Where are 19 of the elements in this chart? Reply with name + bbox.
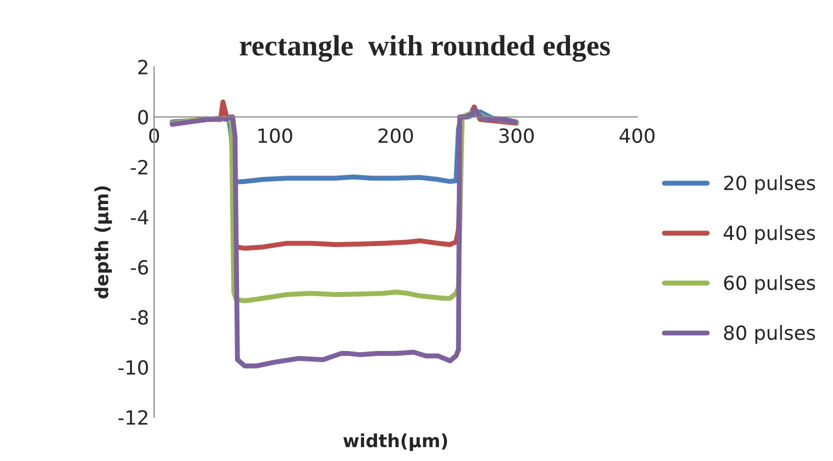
y-tick-label: -2 [130, 160, 148, 174]
legend-label: 80 pulses [724, 325, 816, 344]
x-axis-title: width(µm) [343, 433, 448, 451]
legend-label: 60 pulses [724, 275, 816, 294]
y-tick-label: -4 [130, 210, 148, 224]
y-tick-label: -12 [118, 410, 148, 425]
legend-label: 20 pulses [724, 175, 816, 194]
y-tick-label: -6 [130, 260, 148, 275]
x-tick-label: 300 [499, 128, 534, 144]
y-tick-label: 0 [138, 110, 148, 125]
x-tick-label: 400 [620, 128, 655, 144]
y-tick-label: 2 [138, 60, 148, 74]
y-tick-label: -8 [130, 310, 148, 325]
y-axis-title: depth (µm) [94, 186, 112, 298]
chart-title: rectangle with rounded edges [240, 35, 610, 62]
legend-label: 40 pulses [724, 225, 816, 244]
x-tick-label: 200 [378, 128, 413, 144]
y-tick-label: -10 [118, 360, 148, 375]
x-tick-label: 100 [258, 128, 292, 144]
